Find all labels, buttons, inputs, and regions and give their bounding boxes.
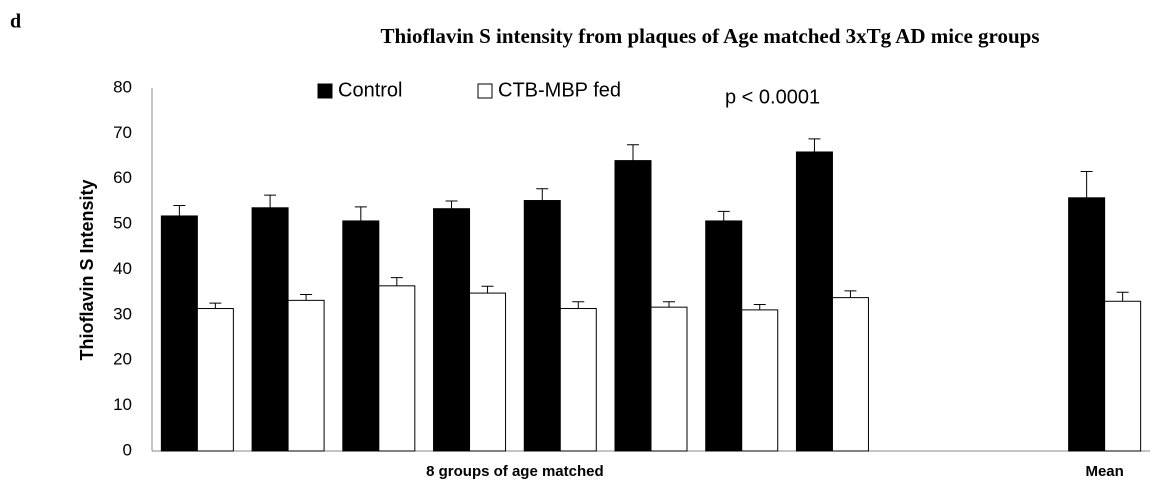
bar xyxy=(614,160,652,452)
error-bar xyxy=(354,206,367,221)
legend-label: CTB-MBP fed xyxy=(498,79,621,101)
bar xyxy=(741,309,779,452)
y-tick-label: 30 xyxy=(113,304,132,323)
error-bar xyxy=(717,210,730,221)
y-tick-label: 0 xyxy=(123,440,132,459)
error-bar xyxy=(663,301,675,308)
y-tick-label: 70 xyxy=(113,123,132,142)
legend-swatch xyxy=(317,83,333,99)
error-bar xyxy=(173,205,186,216)
bar xyxy=(251,207,289,452)
legend-swatch xyxy=(477,83,493,99)
error-bar xyxy=(536,188,549,201)
error-bar xyxy=(627,144,639,161)
bar xyxy=(469,292,507,452)
bar xyxy=(1104,300,1142,452)
bar xyxy=(160,215,198,452)
bar xyxy=(705,220,743,452)
bar xyxy=(287,299,325,452)
error-bar xyxy=(481,285,494,294)
x-axis-label: 8 groups of age matched xyxy=(426,463,604,480)
error-bar xyxy=(753,303,766,310)
bar xyxy=(378,285,416,452)
error-bar xyxy=(209,302,222,309)
y-axis-label: Thioflavin S Intensity xyxy=(77,179,97,360)
y-tick-label: 80 xyxy=(113,77,132,96)
bar xyxy=(523,200,561,452)
error-bar xyxy=(572,301,585,309)
legend-label: Control xyxy=(338,79,402,101)
annotation: p < 0.0001 xyxy=(725,86,820,108)
y-tick-label: 20 xyxy=(113,350,132,369)
error-bar xyxy=(1116,291,1129,302)
y-tick-label: 40 xyxy=(113,259,132,278)
error-bar xyxy=(445,200,458,209)
bar xyxy=(795,151,833,452)
error-bar xyxy=(390,277,403,286)
panel-label: d xyxy=(10,11,21,33)
bar xyxy=(831,297,869,452)
error-bar xyxy=(1080,170,1093,198)
error-bar xyxy=(844,290,857,298)
error-bar xyxy=(300,293,313,301)
bar xyxy=(433,208,471,452)
bar xyxy=(196,308,234,452)
y-tick-label: 60 xyxy=(113,168,132,187)
x-tick-label: Mean xyxy=(1085,463,1123,480)
error-bar xyxy=(264,194,277,208)
bar xyxy=(342,220,380,452)
y-tick-label: 50 xyxy=(113,214,132,233)
bar xyxy=(559,308,597,452)
bar xyxy=(1068,197,1106,452)
chart-title: Thioflavin S intensity from plaques of A… xyxy=(380,24,1039,48)
y-tick-label: 10 xyxy=(113,395,132,414)
bar xyxy=(650,306,688,452)
error-bar xyxy=(808,138,821,152)
